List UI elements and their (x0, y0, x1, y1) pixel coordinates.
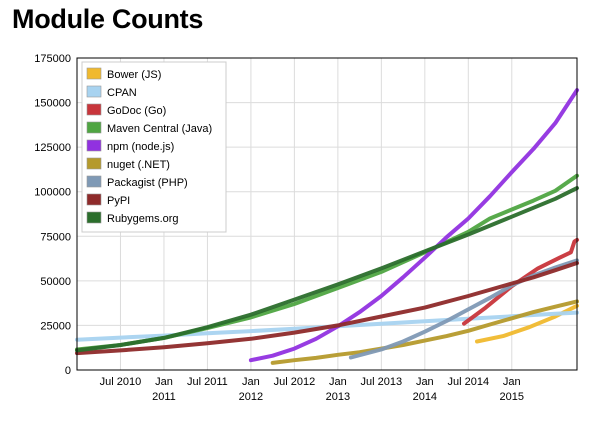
x-tick-label: Jul 2013 (361, 376, 403, 388)
series-line-pypi (75, 261, 579, 356)
axis-layer: 0 25000 50000 75000 100000 125000 150000 175000… (34, 53, 524, 403)
series-line-godoc-go (462, 237, 579, 326)
x-tick-label: Jan (329, 376, 347, 388)
series-line-nuget-net (270, 299, 579, 365)
legend-label: PyPI (107, 195, 130, 207)
x-tick-year-label: 2011 (152, 391, 176, 403)
plot-frame (76, 57, 578, 371)
x-tick-label: Jul 2010 (100, 376, 142, 388)
legend-swatch (86, 103, 102, 116)
y-tick-label: 75000 (40, 231, 71, 243)
y-tick-label: 50000 (40, 276, 71, 288)
x-tick-label: Jan (503, 376, 521, 388)
legend: Bower (JS) CPAN GoDoc (Go) Maven Central (J… (81, 61, 227, 233)
y-tick-label: 100000 (34, 187, 71, 199)
legend-label: nuget (.NET) (107, 159, 170, 171)
legend-swatch (86, 67, 102, 80)
series-line-npm-node-js (248, 88, 579, 363)
x-tick-label: Jul 2014 (448, 376, 490, 388)
legend-label: Bower (JS) (107, 69, 161, 81)
x-tick-label: Jul 2011 (187, 376, 228, 388)
legend-label: npm (node.js) (107, 141, 174, 153)
legend-box (81, 61, 227, 233)
legend-swatch (86, 193, 102, 206)
x-tick-year-label: 2013 (326, 391, 350, 403)
legend-swatch (86, 139, 102, 152)
y-tick-label: 0 (65, 365, 71, 377)
y-tick-label: 175000 (34, 53, 71, 65)
legend-swatch (86, 85, 102, 98)
legend-swatch (86, 211, 102, 224)
legend-swatch (86, 175, 102, 188)
legend-swatch (86, 157, 102, 170)
x-tick-year-label: 2015 (500, 391, 524, 403)
y-tick-label: 150000 (34, 98, 71, 110)
series-layer (75, 88, 579, 365)
x-tick-label: Jul 2012 (274, 376, 316, 388)
legend-label: GoDoc (Go) (107, 105, 166, 117)
x-tick-label: Jan (416, 376, 434, 388)
legend-label: CPAN (107, 87, 137, 99)
y-tick-label: 25000 (40, 320, 71, 332)
legend-label: Rubygems.org (107, 213, 179, 225)
x-tick-label: Jan (242, 376, 260, 388)
x-tick-year-label: 2014 (413, 391, 437, 403)
legend-label: Packagist (PHP) (107, 177, 188, 189)
x-tick-year-label: 2012 (239, 391, 263, 403)
series-line-rubygems-org (75, 186, 579, 353)
page-title: Module Counts (12, 4, 204, 34)
legend-swatch (86, 121, 102, 134)
legend-label: Maven Central (Java) (107, 123, 212, 135)
y-tick-label: 125000 (34, 142, 71, 154)
x-tick-label: Jan (155, 376, 173, 388)
